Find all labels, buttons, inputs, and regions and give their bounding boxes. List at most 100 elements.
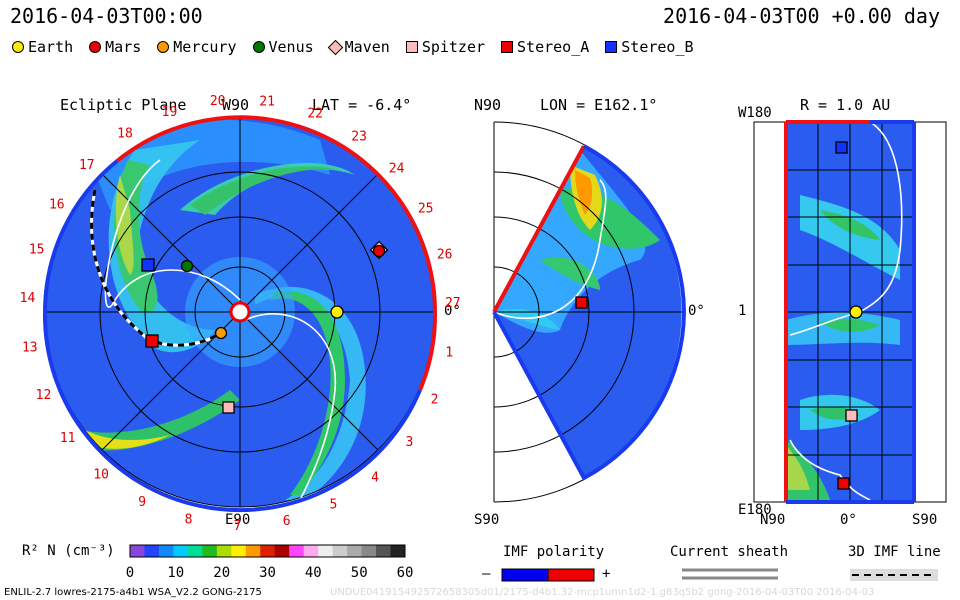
- circle-icon: [89, 41, 102, 53]
- carrington-number: 21: [259, 95, 275, 110]
- carrington-number: 22: [307, 107, 323, 122]
- colorbar-tick-label: 60: [397, 565, 414, 581]
- imf-polarity-bar: [501, 568, 595, 582]
- carrington-number: 20: [210, 94, 226, 109]
- colorbar-swatch: [216, 545, 232, 557]
- legend-earth: Earth: [12, 38, 73, 56]
- colorbar-swatch: [274, 545, 290, 557]
- imf3d-swatch: [850, 569, 938, 581]
- venus-marker: [180, 259, 194, 273]
- carrington-number-ring: 20 21222324252627123456789101112131415161…: [20, 94, 461, 534]
- colorbar-swatch: [202, 545, 218, 557]
- legend-maven: Maven: [327, 38, 390, 56]
- run-time-label: 2016-04-03T00 +0.00 day: [663, 4, 940, 28]
- radial-stereo-a-marker: [837, 477, 850, 490]
- square-icon: [501, 41, 514, 53]
- carrington-number: 16: [49, 197, 65, 212]
- colorbar-swatch: [231, 545, 247, 557]
- radial-x-tick: S90: [912, 512, 938, 528]
- colorbar-swatch: [260, 545, 276, 557]
- colorbar-swatch: [347, 545, 363, 557]
- density-colorbar: 0 10 20 30 40 50 60: [126, 544, 414, 581]
- ecliptic-panel: 20 21222324252627123456789101112131415161…: [20, 94, 461, 534]
- carrington-number: 9: [138, 495, 146, 510]
- circle-icon: [12, 41, 24, 53]
- imf3d-label: 3D IMF line: [848, 544, 941, 560]
- colorbar-swatch: [289, 545, 305, 557]
- carrington-number: 15: [29, 243, 45, 258]
- carrington-number: 12: [36, 388, 52, 403]
- colorbar-tick-label: 10: [167, 565, 184, 581]
- carrington-number: 13: [22, 341, 38, 356]
- colorbar-swatch: [390, 545, 406, 557]
- ecliptic-top-label: W90: [222, 96, 250, 114]
- carrington-number: 14: [20, 291, 36, 306]
- legend-mars: Mars: [89, 38, 141, 56]
- colorbar-swatch: [376, 545, 392, 557]
- colorbar-swatch: [144, 545, 160, 557]
- legend-mercury: Mercury: [157, 38, 237, 56]
- colorbar-tick-label: 0: [126, 565, 134, 581]
- radial-top-left: W180: [738, 105, 772, 121]
- square-icon: [405, 41, 418, 53]
- radial-earth-marker: [849, 305, 863, 319]
- radial-stereo-b-marker: [835, 141, 848, 154]
- colorbar-tick-label: 20: [213, 565, 230, 581]
- meridional-lon: LON = E162.1°: [540, 96, 658, 114]
- ecliptic-right-label: 0°: [444, 303, 461, 319]
- radial-r: R = 1.0 AU: [800, 96, 891, 114]
- colorbar-swatch: [303, 545, 319, 557]
- watermark-text: UNDUE041915492572658305d01/2175-d4b1.32-…: [330, 587, 875, 598]
- meridional-bottom-label: S90: [474, 512, 500, 528]
- radial-spitzer-marker: [845, 409, 858, 422]
- colorbar-swatch: [173, 545, 189, 557]
- mars-marker: [372, 244, 386, 258]
- carrington-number: 27: [445, 296, 461, 311]
- legend-stereo-b: Stereo_B: [605, 38, 694, 56]
- current-sheath-label: Current sheath: [670, 544, 789, 560]
- circle-icon: [252, 41, 265, 53]
- carrington-number: 1: [445, 345, 453, 360]
- spitzer-marker: [222, 401, 235, 414]
- carrington-number: 11: [60, 431, 76, 446]
- meridional-stereo-a-marker: [575, 296, 588, 309]
- legend-venus: Venus: [252, 38, 314, 56]
- legend-stereo-a: Stereo_A: [501, 38, 589, 56]
- colorbar-label: R² N (cm⁻³): [22, 543, 115, 559]
- meridional-right-label: 0°: [688, 303, 705, 319]
- model-info: ENLIL-2.7 lowres-2175-a4b1 WSA_V2.2 GONG…: [4, 587, 262, 598]
- carrington-number: 25: [418, 202, 434, 217]
- legend-spitzer: Spitzer: [405, 38, 485, 56]
- colorbar-swatch: [332, 545, 348, 557]
- object-legend: Earth Mars Mercury Venus Maven Spitzer S…: [12, 38, 694, 56]
- colorbar-swatch: [187, 545, 203, 557]
- carrington-number: 10: [93, 468, 109, 483]
- ecliptic-bottom-label: E90: [225, 512, 251, 528]
- carrington-number: 4: [371, 471, 379, 486]
- radial-x-tick: 0°: [840, 512, 857, 528]
- radial-bottom-left: E180: [738, 502, 772, 518]
- carrington-number: 26: [437, 247, 453, 262]
- colorbar-swatch: [245, 545, 261, 557]
- ecliptic-lat: LAT = -6.4°: [312, 96, 412, 114]
- circle-icon: [157, 41, 170, 53]
- carrington-number: 24: [389, 162, 405, 177]
- stereo-b-marker: [141, 258, 155, 272]
- datetime-title: 2016-04-03T00:00: [10, 4, 203, 28]
- carrington-number: 2: [431, 393, 439, 408]
- carrington-number: 3: [405, 435, 413, 450]
- square-icon: [605, 41, 618, 53]
- carrington-number: 17: [79, 158, 95, 173]
- sun-marker: [229, 301, 251, 323]
- imf-polarity-label: IMF polarity: [503, 544, 605, 560]
- colorbar-tick-label: 40: [305, 565, 322, 581]
- colorbar-swatch: [158, 545, 174, 557]
- earth-marker: [330, 305, 344, 319]
- carrington-number: 7: [234, 519, 242, 534]
- colorbar-tick-label: 30: [259, 565, 276, 581]
- carrington-number: 5: [329, 497, 337, 512]
- carrington-number: 6: [283, 514, 291, 529]
- radial-x-tick: N90: [760, 512, 786, 528]
- colorbar-swatch: [318, 545, 334, 557]
